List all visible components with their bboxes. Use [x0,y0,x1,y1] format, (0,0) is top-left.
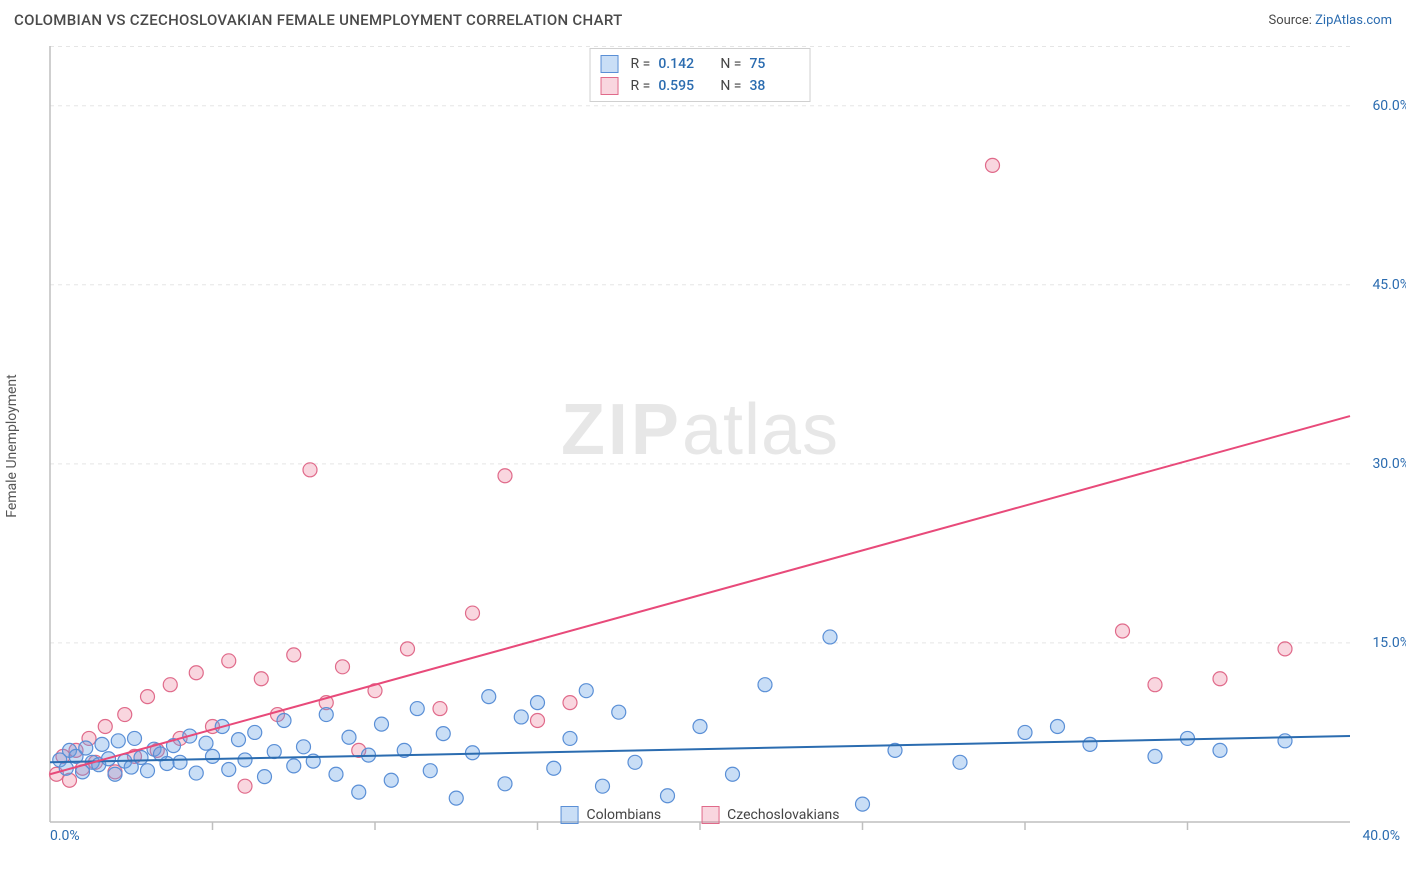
y-tick-label: 60.0% [1372,98,1406,114]
y-tick-label: 30.0% [1372,456,1406,472]
n-label-cz: N = [720,78,741,94]
source-attribution: Source: ZipAtlas.com [1268,13,1392,28]
legend-item-colombians: Colombians [561,806,662,824]
swatch-colombians [601,55,619,73]
legend-label-colombians: Colombians [587,807,662,823]
r-value-col: 0.142 [658,56,708,72]
r-label-col: R = [631,56,651,72]
source-prefix: Source: [1268,13,1315,28]
plot-area: ZIPatlas R = 0.142 N = 75 R = 0.595 N = … [50,46,1350,822]
chart-title: COLOMBIAN VS CZECHOSLOVAKIAN FEMALE UNEM… [14,11,623,29]
source-link[interactable]: ZipAtlas.com [1315,13,1392,28]
y-tick-label: 45.0% [1372,277,1406,293]
r-value-cz: 0.595 [658,78,708,94]
series-legend: Colombians Czechoslovakians [561,806,840,824]
swatch-czech-2 [701,806,719,824]
x-max-label: 40.0% [1362,828,1400,844]
swatch-czech [601,77,619,95]
x-origin-label: 0.0% [50,828,80,844]
r-label-cz: R = [631,78,651,94]
y-axis-label: Female Unemployment [4,374,20,518]
n-label-col: N = [720,56,741,72]
n-value-col: 75 [749,56,799,72]
legend-row-czech: R = 0.595 N = 38 [601,75,800,97]
y-tick-label: 15.0% [1372,635,1406,651]
legend-row-colombians: R = 0.142 N = 75 [601,53,800,75]
swatch-colombians-2 [561,806,579,824]
correlation-legend: R = 0.142 N = 75 R = 0.595 N = 38 [590,48,811,102]
n-value-cz: 38 [749,78,799,94]
chart-svg [50,46,1350,822]
legend-label-czech: Czechoslovakians [727,807,839,823]
legend-item-czech: Czechoslovakians [701,806,839,824]
